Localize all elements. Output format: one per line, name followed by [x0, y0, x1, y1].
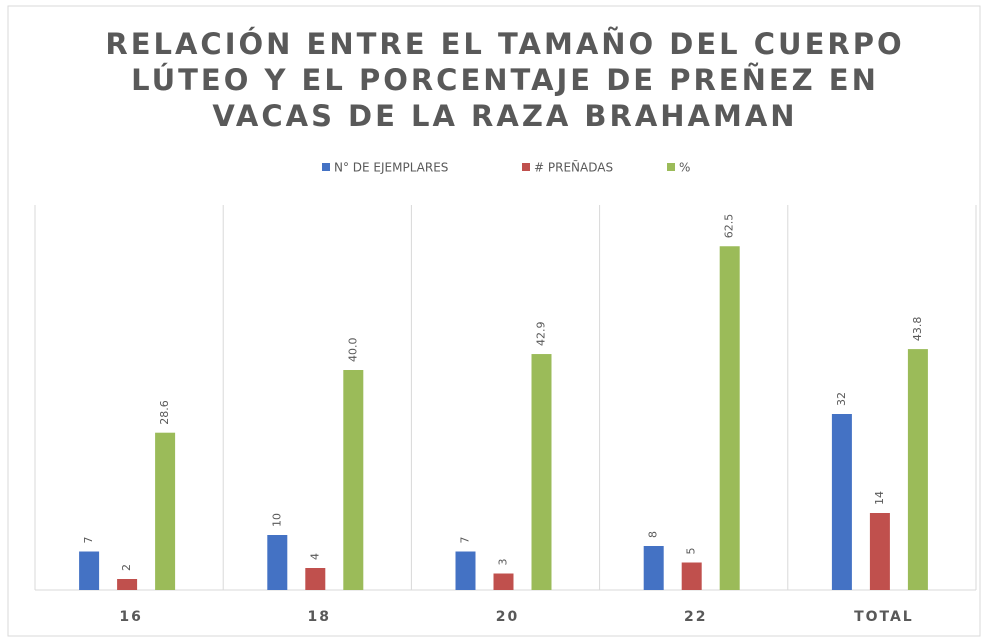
- data-label: 8: [647, 531, 660, 538]
- legend-label: %: [679, 161, 690, 175]
- chart-title: LÚTEO Y EL PORCENTAJE DE PREÑEZ EN: [131, 63, 879, 97]
- bar: [267, 535, 288, 590]
- data-label: 4: [308, 553, 321, 560]
- data-label: 5: [685, 548, 698, 555]
- x-tick-label: 22: [684, 609, 707, 625]
- data-label: 28.6: [158, 400, 171, 425]
- data-label: 32: [835, 392, 848, 406]
- data-label: 14: [873, 491, 886, 505]
- bar: [907, 349, 928, 590]
- chart-title: RELACIÓN ENTRE EL TAMAÑO DEL CUERPO: [105, 27, 904, 61]
- legend-label: N° DE EJEMPLARES: [334, 161, 448, 175]
- data-label: 7: [82, 537, 95, 544]
- bar: [681, 562, 702, 590]
- data-label: 43.8: [911, 317, 924, 342]
- x-tick-label: 20: [496, 609, 519, 625]
- bar: [79, 551, 100, 590]
- legend-swatch: [667, 163, 675, 171]
- data-label: 7: [459, 537, 472, 544]
- bar: [493, 573, 514, 590]
- data-label: 2: [120, 564, 133, 571]
- x-tick-label: TOTAL: [854, 609, 914, 625]
- x-tick-label: 16: [119, 609, 142, 625]
- bar: [531, 354, 552, 590]
- data-label: 10: [270, 513, 283, 527]
- bar: [719, 246, 740, 590]
- bar: [869, 513, 890, 590]
- legend-swatch: [522, 163, 530, 171]
- chart-title: VACAS DE LA RAZA BRAHAMAN: [212, 99, 797, 133]
- bar: [155, 432, 176, 590]
- data-label: 3: [497, 559, 510, 566]
- bar: [343, 370, 364, 590]
- bar: [831, 414, 852, 590]
- bar: [455, 551, 476, 590]
- data-label: 42.9: [535, 322, 548, 347]
- x-tick-label: 18: [308, 609, 331, 625]
- data-label: 40.0: [346, 338, 359, 363]
- bar: [117, 579, 138, 590]
- data-label: 62.5: [723, 214, 736, 239]
- legend-swatch: [322, 163, 330, 171]
- bar: [643, 546, 664, 590]
- bar: [305, 568, 326, 590]
- legend-label: # PREÑADAS: [534, 160, 613, 175]
